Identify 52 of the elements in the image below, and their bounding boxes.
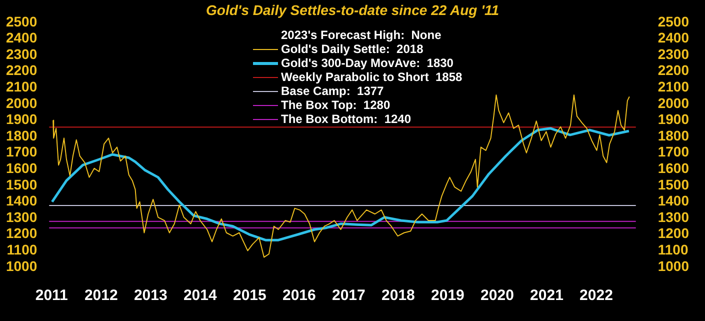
x-tick-label: 2013 (134, 287, 168, 304)
x-tick-label: 2018 (382, 287, 415, 304)
y2-tick-label: 1300 (658, 208, 690, 225)
y-tick-label: 1100 (6, 242, 38, 258)
y2-tick-label: 2300 (658, 46, 690, 62)
x-tick-label: 2020 (480, 287, 514, 304)
legend-label: Gold's Daily Settle: 2018 (281, 42, 424, 56)
x-tick-label: 2012 (84, 287, 118, 304)
legend-label: The Box Bottom: 1240 (281, 112, 412, 126)
y-tick-label: 1800 (6, 127, 38, 144)
y-tick-label: 1200 (6, 225, 38, 242)
legend-label: Base Camp: 1377 (281, 84, 384, 98)
x-tick-label: 2014 (183, 287, 218, 304)
y2-tick-label: 1100 (658, 242, 688, 258)
y2-tick-label: 2400 (658, 30, 690, 46)
y2-tick-label: 2500 (658, 13, 690, 30)
y2-tick-label: 1500 (658, 176, 690, 192)
y2-tick-label: 1000 (658, 258, 690, 274)
legend-label: Gold's 300-Day MovAve: 1830 (281, 56, 454, 70)
x-tick-label: 2022 (580, 287, 613, 304)
y-tick-label: 2000 (6, 94, 38, 111)
y2-tick-label: 1400 (658, 192, 690, 209)
y2-tick-label: 1700 (658, 144, 690, 160)
y2-tick-label: 1200 (658, 225, 690, 242)
legend-title: 2023's Forecast High: None (281, 28, 442, 42)
y-tick-label: 2500 (6, 13, 38, 30)
x-tick-label: 2016 (282, 287, 316, 304)
y-tick-label: 1700 (6, 144, 38, 160)
y2-tick-label: 1600 (658, 160, 690, 176)
legend-label: The Box Top: 1280 (281, 98, 390, 112)
y-tick-label: 2300 (6, 46, 38, 62)
x-tick-label: 2017 (332, 287, 366, 304)
y2-tick-label: 2000 (658, 94, 690, 111)
chart-title: Gold's Daily Settles-to-date since 22 Aug '11 (206, 2, 499, 18)
y-tick-label: 2100 (6, 78, 38, 94)
y-tick-label: 2200 (6, 62, 38, 78)
y-tick-label: 2400 (6, 30, 38, 46)
y2-tick-label: 1800 (658, 127, 690, 144)
x-tick-label: 2015 (232, 287, 266, 304)
x-tick-label: 2021 (530, 287, 564, 304)
y-tick-label: 1000 (6, 258, 38, 274)
x-tick-label: 2019 (431, 287, 464, 304)
y-tick-label: 1900 (6, 111, 38, 128)
y-tick-label: 1500 (6, 176, 38, 192)
y-tick-label: 1400 (6, 192, 38, 209)
y2-tick-label: 1900 (658, 111, 690, 128)
y2-tick-label: 2200 (658, 62, 690, 78)
legend-label: Weekly Parabolic to Short 1858 (281, 70, 462, 84)
y-tick-label: 1300 (6, 208, 38, 225)
x-tick-label: 2011 (35, 287, 68, 304)
y-tick-label: 1600 (6, 160, 38, 176)
y2-tick-label: 2100 (658, 78, 690, 94)
